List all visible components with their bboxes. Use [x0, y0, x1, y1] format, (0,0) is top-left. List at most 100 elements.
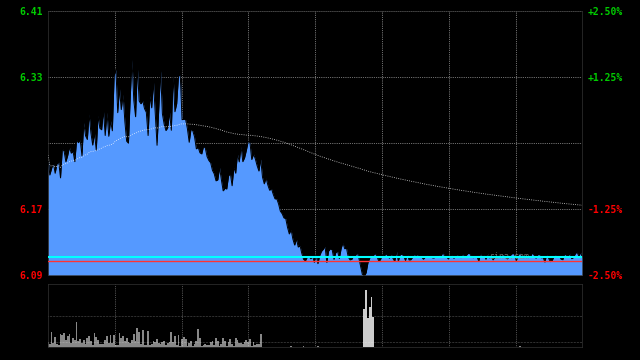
Bar — [233, 346, 235, 347]
Bar — [237, 340, 238, 347]
Bar — [127, 342, 129, 347]
Bar — [317, 346, 319, 347]
Bar — [145, 345, 147, 347]
Bar — [134, 341, 136, 347]
Bar — [74, 341, 76, 347]
Bar — [104, 341, 106, 347]
Bar — [61, 335, 63, 347]
Bar — [124, 341, 125, 347]
Bar — [206, 345, 208, 347]
Bar — [67, 336, 68, 347]
Bar — [364, 309, 365, 347]
Bar — [215, 338, 217, 347]
Bar — [179, 346, 181, 347]
Bar — [369, 307, 371, 347]
Bar — [367, 318, 369, 347]
Bar — [138, 332, 140, 347]
Bar — [97, 339, 99, 347]
Bar — [161, 342, 163, 347]
Bar — [84, 344, 86, 347]
Bar — [170, 332, 172, 347]
Bar — [60, 334, 61, 347]
Bar — [249, 339, 251, 347]
Bar — [93, 333, 95, 347]
Bar — [72, 338, 74, 347]
Bar — [47, 342, 49, 347]
Bar — [163, 341, 165, 347]
Bar — [519, 346, 521, 347]
Bar — [219, 346, 220, 347]
Bar — [156, 339, 158, 347]
Bar — [246, 340, 247, 347]
Bar — [197, 329, 199, 347]
Bar — [160, 345, 161, 347]
Bar — [235, 338, 237, 347]
Bar — [129, 343, 131, 347]
Bar — [76, 323, 77, 347]
Bar — [83, 341, 84, 347]
Bar — [240, 343, 242, 347]
Bar — [229, 339, 231, 347]
Bar — [220, 343, 222, 347]
Bar — [181, 339, 183, 347]
Bar — [49, 344, 51, 347]
Bar — [140, 345, 142, 347]
Bar — [365, 290, 367, 347]
Bar — [203, 345, 204, 347]
Bar — [115, 345, 117, 347]
Bar — [136, 328, 138, 347]
Bar — [92, 345, 93, 347]
Bar — [88, 337, 90, 347]
Bar — [113, 335, 115, 347]
Bar — [244, 342, 246, 347]
Bar — [204, 344, 206, 347]
Bar — [195, 341, 197, 347]
Bar — [65, 340, 67, 347]
Bar — [86, 338, 88, 347]
Bar — [70, 343, 72, 347]
Bar — [169, 342, 170, 347]
Bar — [242, 344, 244, 347]
Bar — [109, 335, 111, 347]
Bar — [228, 342, 229, 347]
Bar — [63, 333, 65, 347]
Bar — [183, 337, 185, 347]
Bar — [186, 346, 188, 347]
Bar — [142, 330, 143, 347]
Bar — [247, 342, 249, 347]
Bar — [188, 343, 190, 347]
Bar — [133, 334, 134, 347]
Bar — [152, 341, 154, 347]
Bar — [149, 345, 151, 347]
Bar — [194, 344, 195, 347]
Bar — [143, 345, 145, 347]
Bar — [255, 345, 256, 347]
Bar — [226, 346, 228, 347]
Bar — [256, 343, 258, 347]
Bar — [222, 338, 224, 347]
Bar — [81, 343, 83, 347]
Bar — [122, 336, 124, 347]
Bar — [177, 335, 179, 347]
Bar — [117, 345, 118, 347]
Bar — [51, 332, 52, 347]
Bar — [251, 346, 253, 347]
Bar — [212, 341, 213, 347]
Bar — [260, 334, 262, 347]
Bar — [201, 346, 203, 347]
Bar — [68, 334, 70, 347]
Bar — [176, 345, 177, 347]
Bar — [290, 346, 292, 347]
Bar — [199, 338, 201, 347]
Bar — [147, 330, 149, 347]
Bar — [58, 345, 60, 347]
Bar — [154, 342, 156, 347]
Bar — [213, 345, 215, 347]
Bar — [102, 344, 104, 347]
Bar — [217, 341, 219, 347]
Text: sina.com: sina.com — [489, 252, 529, 261]
Bar — [90, 341, 92, 347]
Bar — [238, 343, 240, 347]
Bar — [108, 343, 109, 347]
Bar — [253, 342, 255, 347]
